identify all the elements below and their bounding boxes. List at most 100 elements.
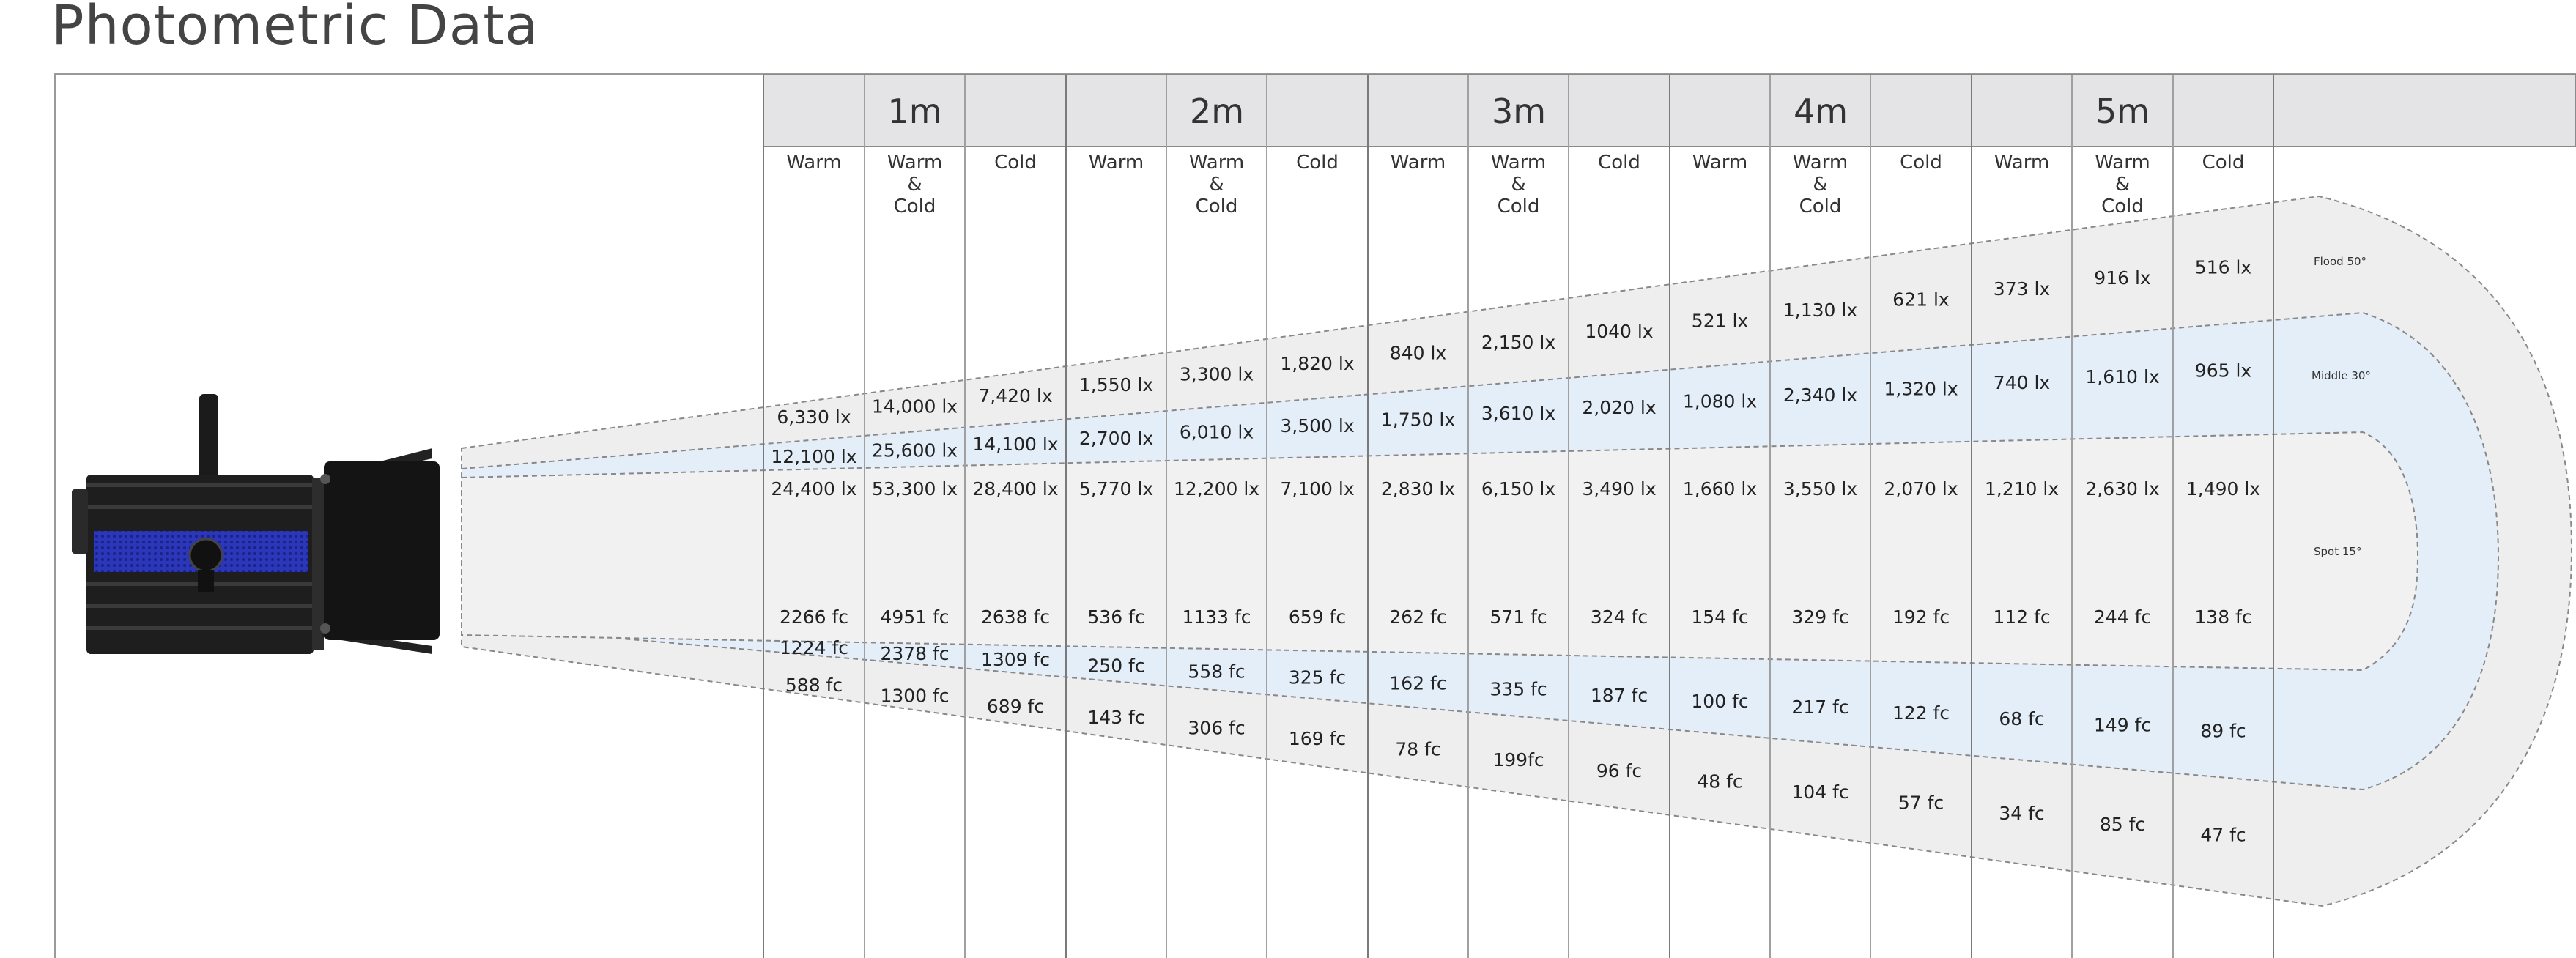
fc-flood-value: 689 fc (987, 696, 1044, 717)
lux-spot-value: 1,490 lx (2186, 478, 2260, 500)
lux-flood-value: 516 lx (2195, 257, 2251, 278)
table-grid (763, 75, 2274, 958)
lux-spot-value: 2,630 lx (2085, 478, 2159, 500)
beam-zone-labels: Flood 50° Middle 30° Spot 15° (2312, 255, 2371, 558)
lux-middle-value: 1,080 lx (1683, 390, 1757, 412)
fc-flood-value: 588 fc (785, 675, 843, 696)
fc-flood-value: 48 fc (1697, 771, 1742, 792)
fc-middle-value: 162 fc (1389, 673, 1446, 694)
fc-flood-value: 96 fc (1596, 760, 1642, 781)
lux-spot-value: 24,400 lx (771, 478, 856, 500)
lux-spot-value: 6,150 lx (1481, 478, 1555, 500)
lux-flood-value: 916 lx (2094, 267, 2150, 289)
lux-flood-value: 14,000 lx (872, 396, 958, 417)
fc-spot-value: 154 fc (1691, 606, 1748, 628)
column-header: Warm (1994, 152, 2050, 174)
fc-spot-value: 1133 fc (1182, 606, 1251, 628)
lux-flood-value: 1,820 lx (1280, 353, 1354, 374)
distance-label-4m: 4m (1794, 92, 1848, 131)
lux-flood-value: 1040 lx (1585, 321, 1653, 342)
fc-spot-value: 2266 fc (780, 606, 848, 628)
fc-middle-value: 335 fc (1489, 679, 1547, 700)
fc-middle-value: 1309 fc (981, 649, 1050, 670)
column-header: Warm & Cold (1491, 152, 1547, 218)
fc-middle-value: 187 fc (1591, 685, 1648, 706)
fc-middle-value: 558 fc (1188, 661, 1245, 682)
beam-zone-spot (461, 431, 2419, 672)
fc-flood-value: 143 fc (1087, 707, 1144, 728)
distance-label-3m: 3m (1492, 92, 1546, 131)
zone-label-spot: Spot 15° (2314, 545, 2361, 558)
header-cell (1367, 74, 1670, 147)
lux-spot-value: 12,200 lx (1174, 478, 1259, 500)
fc-spot-value: 324 fc (1591, 606, 1648, 628)
lux-middle-value: 1,750 lx (1381, 409, 1455, 431)
fc-spot-value: 112 fc (1993, 606, 2050, 628)
fc-middle-value: 2378 fc (880, 643, 949, 664)
header-cell (1971, 74, 2274, 147)
lux-spot-value: 3,490 lx (1582, 478, 1656, 500)
fc-flood-value: 169 fc (1289, 728, 1346, 749)
fc-middle-value: 100 fc (1691, 691, 1748, 712)
lux-flood-value: 373 lx (1994, 278, 2050, 300)
zone-label-flood: Flood 50° (2314, 255, 2366, 268)
column-header: Cold (1900, 152, 1942, 174)
fc-flood-value: 85 fc (2100, 814, 2145, 835)
fc-flood-value: 306 fc (1188, 717, 1245, 738)
fc-spot-value: 659 fc (1289, 606, 1346, 628)
lux-spot-value: 3,550 lx (1783, 478, 1857, 500)
fc-middle-value: 89 fc (2200, 720, 2246, 741)
fc-spot-value: 2638 fc (981, 606, 1050, 628)
lux-flood-value: 2,150 lx (1481, 332, 1555, 353)
beam-cones (461, 195, 2573, 907)
fc-flood-value: 1300 fc (880, 686, 949, 707)
header-cell (1669, 74, 1972, 147)
fc-spot-value: 536 fc (1087, 606, 1144, 628)
column-header: Warm & Cold (1189, 152, 1245, 218)
column-subheaders: Warm Warm & Cold Cold Warm Warm & Cold Cold Warm Wa… (786, 152, 2244, 218)
lux-spot-value: 5,770 lx (1079, 478, 1153, 500)
lux-flood-value: 840 lx (1390, 342, 1446, 363)
lux-middle-value: 2,700 lx (1079, 428, 1153, 449)
lux-spot-value: 7,100 lx (1280, 478, 1354, 500)
lux-middle-value: 3,610 lx (1481, 403, 1555, 424)
lux-spot-value: 53,300 lx (872, 478, 958, 500)
fc-spot-value: 244 fc (2094, 606, 2151, 628)
fc-flood-value: 104 fc (1791, 781, 1848, 803)
fc-middle-value: 1224 fc (780, 637, 848, 658)
fc-spot-value: 192 fc (1892, 606, 1950, 628)
lux-middle-value: 2,340 lx (1783, 385, 1857, 406)
fc-flood-value: 57 fc (1898, 792, 1944, 814)
fc-spot-value: 571 fc (1489, 606, 1547, 628)
fc-flood-value: 199fc (1492, 749, 1544, 771)
page-title: Photometric Data (51, 0, 539, 57)
fc-spot-value: 262 fc (1389, 606, 1446, 628)
distance-label-1m: 1m (887, 92, 941, 131)
lux-flood-value: 7,420 lx (978, 385, 1052, 406)
fc-middle-value: 122 fc (1892, 702, 1950, 724)
lux-middle-value: 25,600 lx (872, 440, 958, 461)
fc-flood-value: 78 fc (1395, 739, 1440, 760)
lux-flood-value: 621 lx (1892, 289, 1949, 310)
column-header: Cold (2202, 152, 2245, 174)
column-header: Warm (786, 152, 842, 174)
fc-spot-value: 4951 fc (880, 606, 949, 628)
fc-middle-value: 325 fc (1289, 667, 1346, 688)
column-header: Cold (1598, 152, 1640, 174)
lux-middle-value: 14,100 lx (972, 434, 1058, 455)
lux-spot-value: 2,830 lx (1381, 478, 1455, 500)
header-cell (2273, 74, 2576, 147)
fc-spot-value: 138 fc (2194, 606, 2251, 628)
fc-middle-value: 149 fc (2094, 714, 2151, 735)
lux-middle-value: 12,100 lx (771, 446, 856, 467)
lux-middle-value: 1,320 lx (1884, 379, 1958, 400)
lux-spot-value: 2,070 lx (1884, 478, 1958, 500)
lux-middle-value: 1,610 lx (2085, 366, 2159, 387)
led-fresnel-light-icon (72, 394, 440, 654)
column-header: Warm & Cold (1793, 152, 1848, 218)
distance-label-2m: 2m (1190, 92, 1244, 131)
column-header: Cold (1296, 152, 1339, 174)
lux-spot-value: 1,660 lx (1683, 478, 1757, 500)
lux-middle-value: 3,500 lx (1280, 415, 1354, 437)
